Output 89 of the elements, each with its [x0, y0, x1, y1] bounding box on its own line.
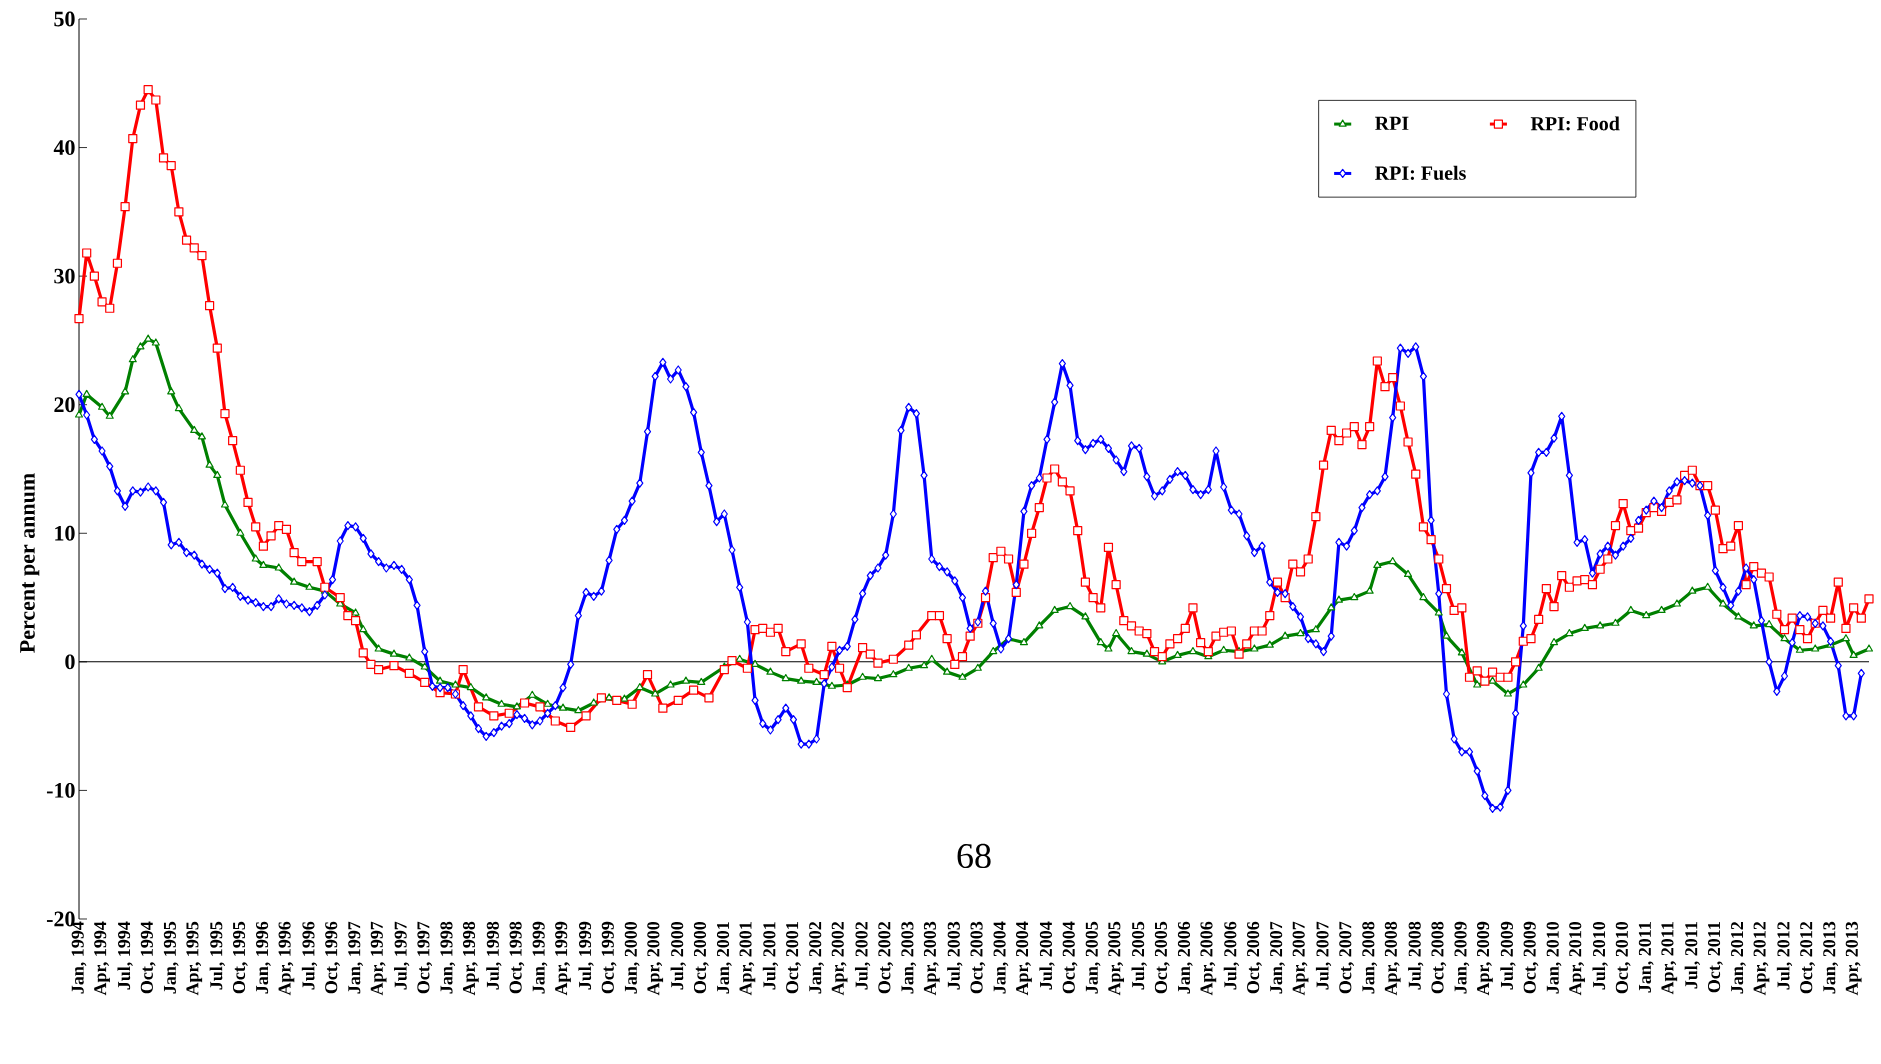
x-tick-label: Apr, 1995	[186, 921, 203, 996]
x-tick-label: Apr, 2010	[1569, 921, 1585, 996]
x-tick-label: Apr, 2008	[1384, 921, 1401, 996]
x-tick-label: Jul, 1995	[209, 921, 225, 990]
x-tick-label: Jul, 1997	[394, 921, 410, 990]
x-tick-label: Apr, 2001	[739, 922, 756, 996]
x-tick-label: Jul, 2010	[1592, 921, 1608, 990]
y-tick-label: 50	[54, 11, 75, 27]
x-tick-label: Jul, 2000	[670, 921, 686, 990]
x-tick-label: Oct, 2010	[1615, 921, 1631, 994]
x-tick-label: Apr, 2002	[831, 921, 848, 996]
x-tick-label: Oct, 2003	[970, 921, 986, 994]
x-tick-label: Apr, 1997	[370, 921, 387, 996]
x-tick-label: Oct, 2011	[1707, 922, 1723, 993]
x-tick-label: Jan, 2004	[993, 921, 1009, 994]
x-tick-label: Jul, 1996	[301, 921, 318, 990]
x-tick-label: Apr, 2012	[1753, 921, 1770, 996]
x-tick-label: Apr, 2000	[647, 921, 664, 996]
x-tick-label: Apr, 2011	[1661, 922, 1678, 995]
x-tick-label: Jul, 2009	[1500, 921, 1516, 990]
x-tick-label: Jan, 2005	[1085, 921, 1101, 994]
x-tick-label: Jul, 2007	[1315, 921, 1332, 990]
x-tick-label: Jan, 1997	[348, 921, 363, 994]
annotation: 68	[957, 843, 991, 869]
x-tick-label: Oct, 1999	[601, 921, 617, 994]
x-tick-label: Apr, 2007	[1292, 921, 1309, 996]
x-tick-label: Jul, 1998	[486, 921, 502, 990]
x-tick-label: Jan, 2007	[1270, 921, 1285, 994]
x-tick-label: Apr, 1999	[555, 921, 571, 996]
x-tick-label: Jan, 2006	[1177, 921, 1193, 994]
x-tick-label: Oct, 2005	[1154, 921, 1170, 994]
x-tick-label: Jul, 1999	[578, 921, 594, 990]
x-tick-label: Jul, 2002	[854, 921, 871, 990]
x-tick-label: Jan, 2008	[1362, 921, 1378, 994]
x-tick-label: Oct, 2007	[1339, 921, 1354, 994]
x-tick-label: Apr, 2006	[1200, 921, 1217, 996]
legend-label: RPI: Food	[1530, 116, 1620, 131]
x-tick-label: Jan, 1995	[163, 921, 179, 994]
y-tick-label: 30	[54, 268, 75, 284]
x-tick-label: Apr, 1994	[94, 921, 110, 996]
legend-label: RPI: Fuels	[1375, 165, 1466, 180]
x-tick-label: Apr, 1998	[462, 921, 479, 996]
x-tick-label: Jul, 2001	[762, 922, 779, 990]
x-tick-label: Oct, 2006	[1247, 921, 1262, 994]
x-tick-label: Oct, 2001	[786, 922, 801, 994]
x-tick-label: Apr, 2013	[1845, 921, 1862, 996]
x-tick-label: Jan, 2002	[809, 921, 824, 994]
x-tick-label: Oct, 1995	[232, 921, 248, 994]
y-tick-label: 40	[53, 140, 75, 155]
x-tick-label: Oct, 2008	[1431, 921, 1447, 994]
x-tick-label: Oct, 2000	[693, 921, 709, 994]
x-tick-label: Jan, 1999	[532, 921, 548, 994]
x-tick-label: Apr, 2004	[1016, 921, 1032, 996]
x-tick-label: Jan, 2011	[1638, 922, 1654, 993]
x-tick-label: Jan, 2013	[1823, 921, 1838, 994]
x-tick-label: Oct, 2012	[1800, 921, 1815, 994]
x-tick-label: Oct, 2009	[1523, 921, 1539, 994]
x-tick-label: Jul, 2006	[1223, 921, 1240, 990]
x-tick-label: Jul, 2005	[1131, 921, 1147, 990]
x-tick-label: Jul, 2008	[1408, 921, 1424, 990]
x-tick-label: Apr, 2005	[1108, 921, 1125, 996]
x-tick-label: Oct, 2002	[878, 921, 894, 994]
x-tick-label: Jul, 2011	[1684, 922, 1700, 989]
x-tick-label: Apr, 2009	[1476, 921, 1493, 996]
x-tick-label: Jan, 2012	[1731, 921, 1746, 994]
x-tick-label: Oct, 1997	[417, 921, 433, 994]
y-axis-title: Percent per annum	[20, 473, 40, 653]
x-tick-label: Apr, 1996	[278, 921, 295, 996]
x-tick-label: Oct, 1996	[325, 921, 340, 994]
x-tick-label: Oct, 2004	[1062, 921, 1078, 994]
y-tick-label: 0	[65, 654, 75, 670]
x-tick-label: Jul, 1994	[117, 921, 133, 990]
legend-label: RPI	[1375, 116, 1409, 130]
x-tick-label: Jul, 2003	[947, 921, 963, 990]
x-tick-label: Jan, 2003	[901, 921, 917, 994]
y-tick-label: -10	[46, 782, 75, 798]
x-tick-label: Jul, 2004	[1039, 921, 1055, 990]
x-tick-label: Jan, 2010	[1546, 921, 1562, 994]
x-tick-label: Jan, 2009	[1454, 921, 1470, 994]
x-tick-label: Oct, 1994	[140, 921, 156, 994]
y-tick-label: 20	[54, 397, 75, 413]
x-tick-label: Oct, 1998	[509, 921, 525, 994]
y-tick-label: 10	[55, 525, 75, 541]
x-tick-label: Jan, 1996	[256, 921, 271, 994]
x-tick-label: Apr, 2003	[923, 921, 940, 996]
x-tick-label: Jan, 1998	[440, 921, 456, 994]
x-tick-label: Jan, 2000	[624, 921, 640, 994]
x-tick-label: Jan, 2001	[716, 922, 732, 994]
x-tick-label: Jul, 2012	[1776, 921, 1793, 990]
